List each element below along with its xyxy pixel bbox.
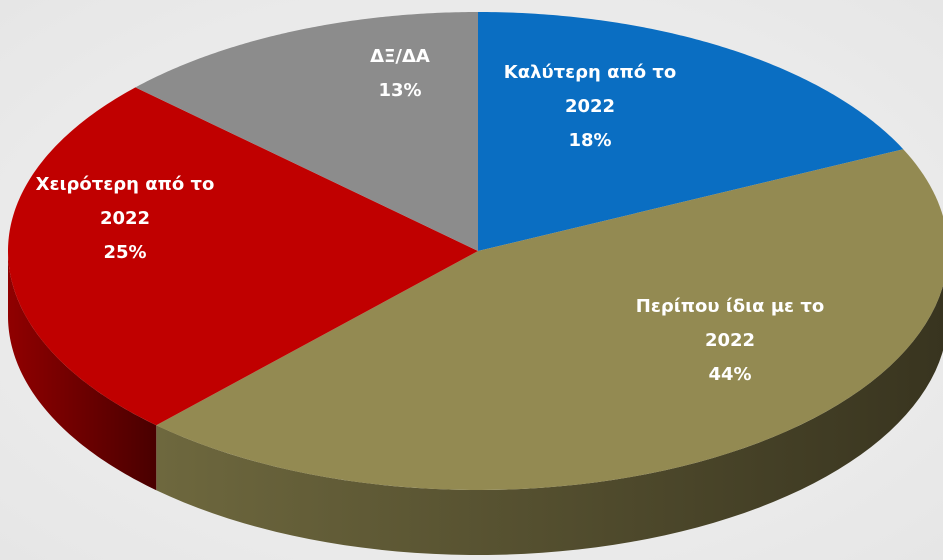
value-label: 44% bbox=[708, 364, 752, 385]
pie-slice bbox=[478, 12, 904, 251]
value-label: 13% bbox=[378, 80, 422, 101]
pie-slice bbox=[8, 87, 479, 426]
pie-slice bbox=[135, 12, 478, 251]
pie-slice bbox=[156, 149, 943, 490]
slice-label: Περίπου ίδια με το 2022 44% bbox=[610, 290, 850, 392]
pie-side bbox=[8, 251, 157, 491]
value-label: 18% bbox=[568, 130, 612, 151]
category-label: Περίπου ίδια με το 2022 bbox=[635, 296, 825, 351]
slice-label: ΔΞ/ΔΑ 13% bbox=[320, 40, 480, 108]
slice-label: Καλύτερη από το 2022 18% bbox=[490, 56, 690, 158]
category-label: Καλύτερη από το 2022 bbox=[503, 62, 677, 117]
category-label: ΔΞ/ΔΑ bbox=[370, 46, 430, 67]
slice-label: Χειρότερη από το 2022 25% bbox=[20, 168, 230, 270]
pie-side bbox=[156, 285, 943, 555]
category-label: Χειρότερη από το 2022 bbox=[35, 174, 215, 229]
value-label: 25% bbox=[103, 242, 147, 263]
